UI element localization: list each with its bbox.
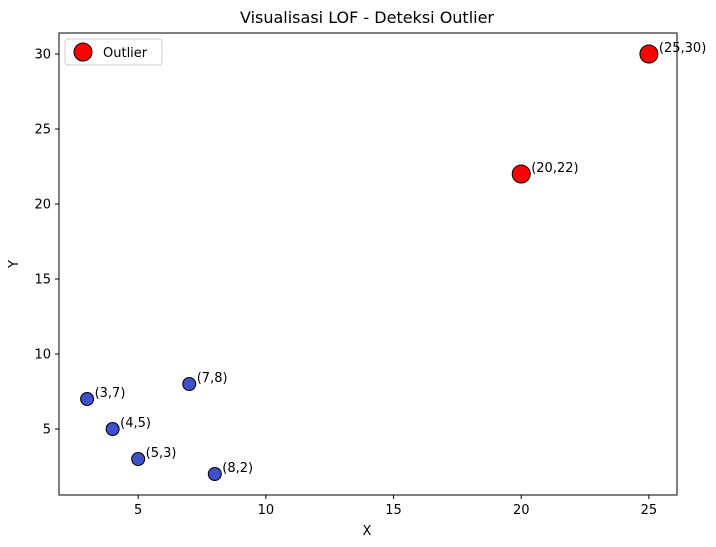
x-tick-label: 5 [134, 503, 142, 518]
point-label: (5,3) [146, 446, 177, 461]
point-label: (4,5) [120, 416, 151, 431]
inlier-point [182, 377, 197, 391]
inlier-point [105, 422, 120, 436]
x-tick-label: 25 [641, 503, 658, 518]
point-label: (25,30) [659, 41, 706, 56]
chart-title: Visualisasi LOF - Deteksi Outlier [240, 8, 494, 27]
legend-marker [73, 42, 93, 62]
inlier-point [131, 452, 146, 466]
legend-label: Outlier [103, 46, 148, 61]
y-tick-label: 30 [34, 48, 51, 63]
point-label: (7,8) [197, 371, 228, 386]
outlier-point [511, 164, 531, 184]
point-label: (20,22) [531, 161, 578, 176]
inlier-point [207, 467, 222, 481]
plot-area: 5 10 15 20 25 5 10 15 20 25 30 (20,22) (25,30) (3,7) (… [34, 32, 706, 518]
x-tick-label: 10 [258, 503, 275, 518]
y-tick-label: 20 [34, 198, 51, 213]
y-tick-label: 5 [43, 423, 51, 438]
x-tick-label: 15 [385, 503, 402, 518]
y-tick-label: 10 [34, 348, 51, 363]
x-tick-label: 20 [513, 503, 530, 518]
axes-frame [58, 32, 678, 496]
outlier-point [639, 44, 659, 64]
inlier-point [80, 392, 95, 406]
y-tick-label: 15 [34, 273, 51, 288]
x-axis-label: X [363, 524, 372, 539]
point-label: (8,2) [222, 461, 253, 476]
y-tick-label: 25 [34, 123, 51, 138]
point-label: (3,7) [95, 386, 126, 401]
y-axis-label: Y [7, 260, 22, 269]
